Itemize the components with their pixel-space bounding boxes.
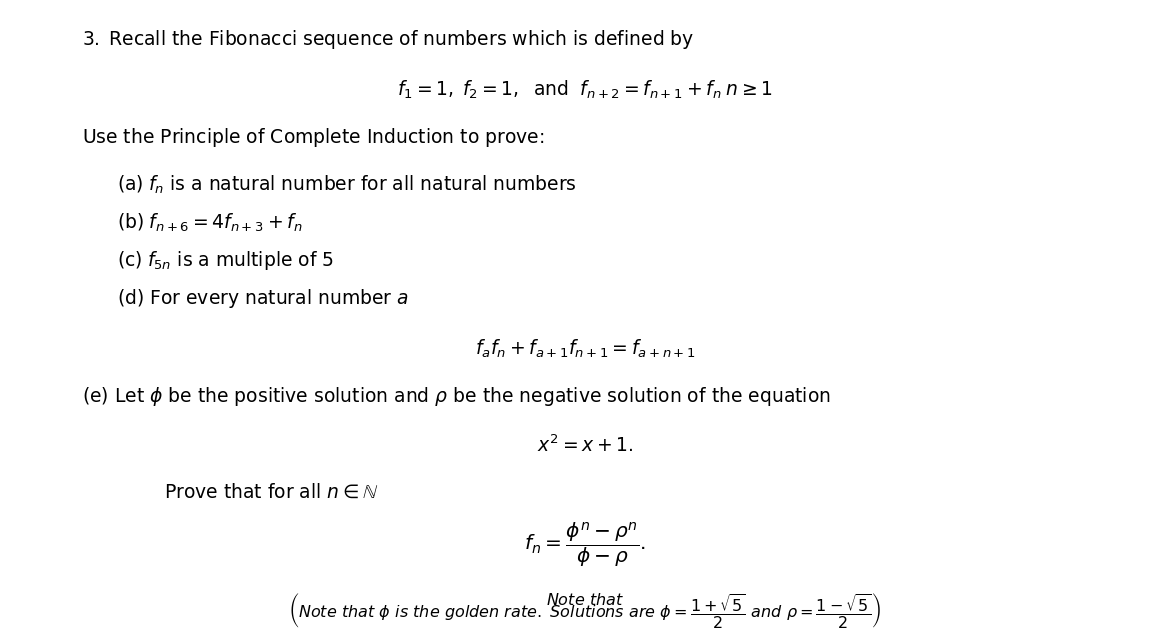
Text: $\text{(c)}\; f_{5n} \text{ is a multiple of } 5$: $\text{(c)}\; f_{5n} \text{ is a multipl… xyxy=(117,250,333,273)
Text: $\text{(b)}\; f_{n+6} = 4f_{n+3} + f_n$: $\text{(b)}\; f_{n+6} = 4f_{n+3} + f_n$ xyxy=(117,212,303,234)
Text: $\text{(a)}\; f_n \text{ is a natural number for all natural numbers}$: $\text{(a)}\; f_n \text{ is a natural nu… xyxy=(117,173,577,196)
Text: $\text{(e) Let }\phi\text{ be the positive solution and }\rho\text{ be the negat: $\text{(e) Let }\phi\text{ be the positi… xyxy=(82,385,831,408)
Text: $\text{Use the Principle of Complete Induction to prove:}$: $\text{Use the Principle of Complete Ind… xyxy=(82,126,544,149)
Text: $x^2 = x + 1.$: $x^2 = x + 1.$ xyxy=(537,435,633,456)
Text: $f_1 = 1, \; f_2 = 1, \; \text{ and } \; f_{n+2} = f_{n+1} + f_n \; n \geq 1$: $f_1 = 1, \; f_2 = 1, \; \text{ and } \;… xyxy=(397,79,773,101)
Text: $f_a f_n + f_{a+1} f_{n+1} = f_{a+n+1}$: $f_a f_n + f_{a+1} f_{n+1} = f_{a+n+1}$ xyxy=(475,338,695,360)
Text: $3.\;\text{Recall the Fibonacci sequence of numbers which is defined by}$: $3.\;\text{Recall the Fibonacci sequence… xyxy=(82,28,694,51)
Text: $\left(\mathit{Note~that~}\phi\mathit{~is~the~golden~rate.~Solutions~are~}\phi =: $\left(\mathit{Note~that~}\phi\mathit{~i… xyxy=(289,593,881,632)
Text: $\text{(d) For every natural number } a$: $\text{(d) For every natural number } a$ xyxy=(117,287,408,310)
Text: $\text{Prove that for all }n \in \mathbb{N}$: $\text{Prove that for all }n \in \mathbb… xyxy=(164,483,378,502)
Text: $f_n = \dfrac{\phi^n - \rho^n}{\phi - \rho}.$: $f_n = \dfrac{\phi^n - \rho^n}{\phi - \r… xyxy=(524,521,646,570)
Text: $\it{Note~that~}$: $\it{Note~that~}$ xyxy=(546,593,624,609)
